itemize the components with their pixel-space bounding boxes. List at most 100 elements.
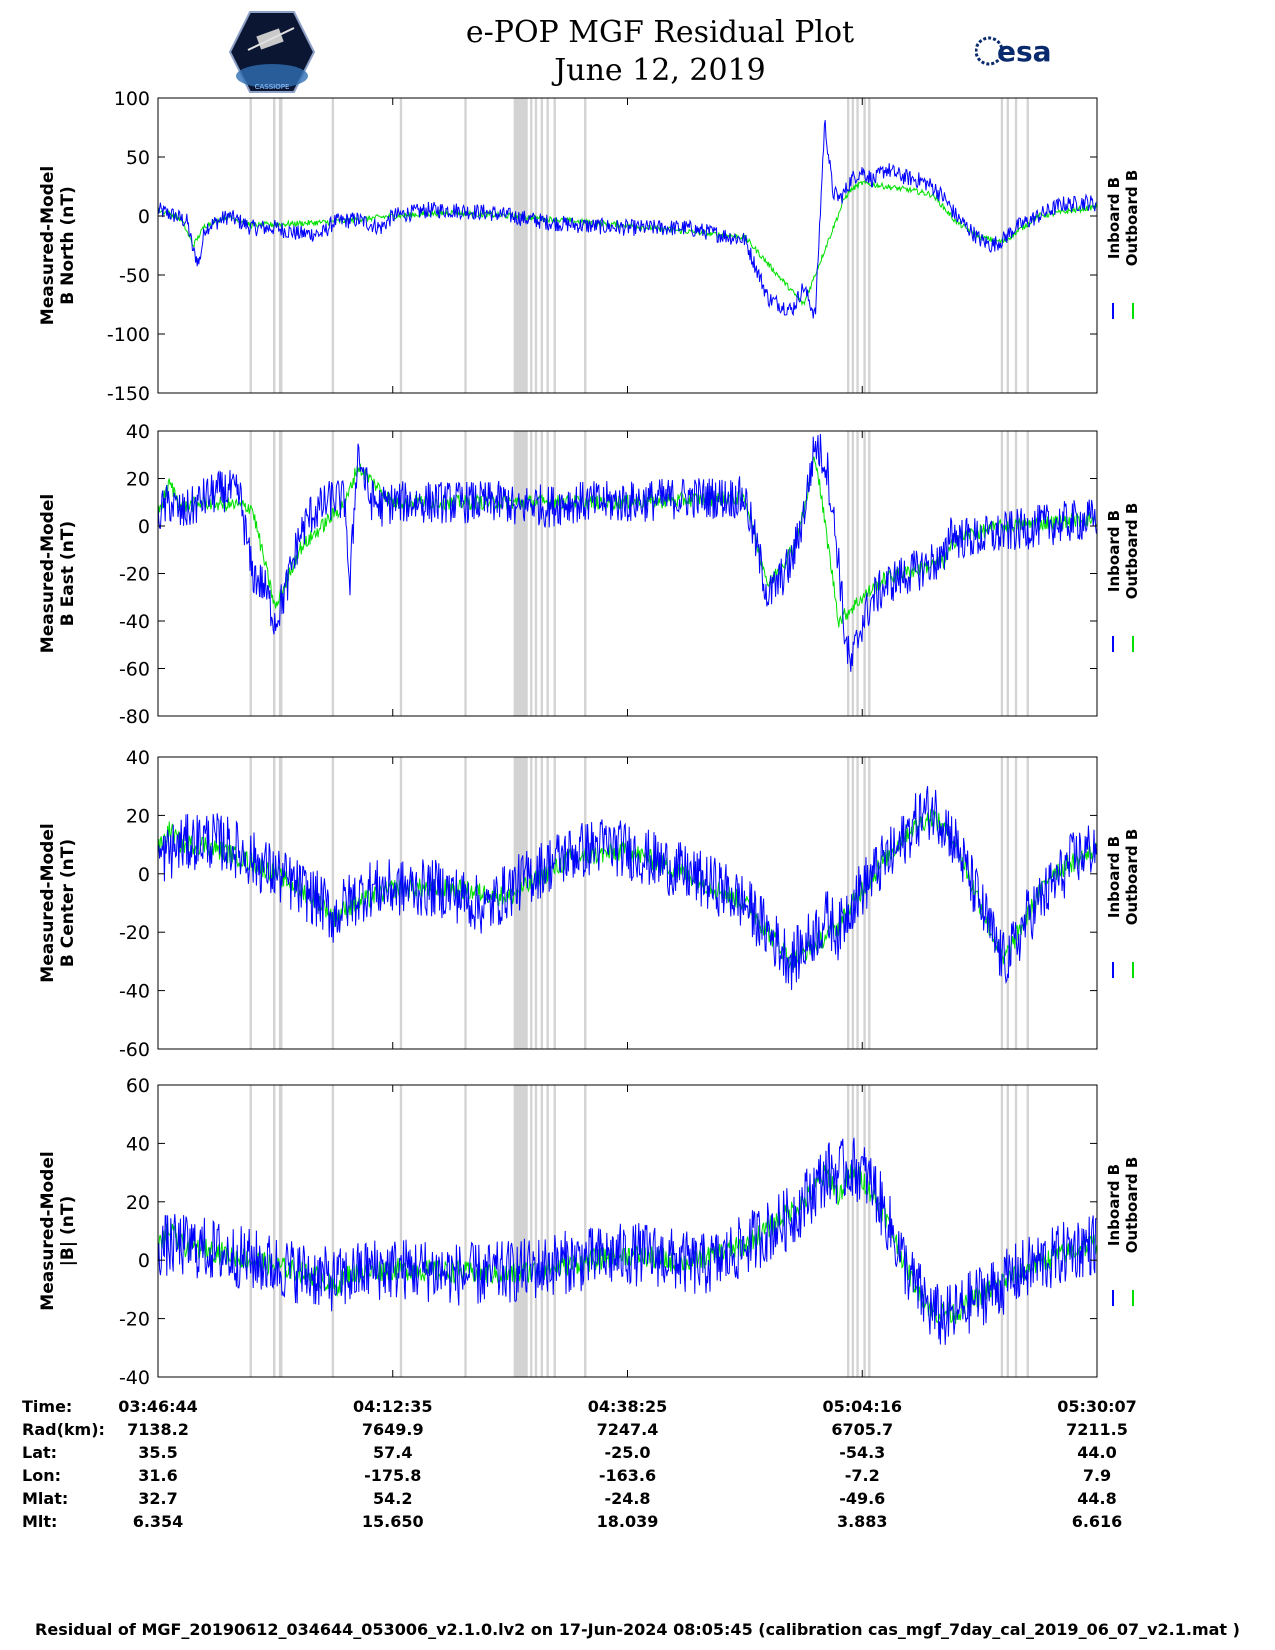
data-gap-band bbox=[856, 98, 859, 393]
ephemeris-cell: -175.8 bbox=[364, 1466, 422, 1485]
data-gap-band bbox=[530, 431, 533, 716]
data-gap-band bbox=[273, 431, 276, 716]
ephemeris-cell: -54.3 bbox=[839, 1443, 886, 1462]
data-gap-band bbox=[278, 431, 283, 716]
data-gap-band bbox=[1006, 431, 1009, 716]
data-gap-band bbox=[278, 98, 283, 393]
data-gap-band bbox=[1026, 757, 1029, 1049]
esa-logo: esa bbox=[975, 35, 1052, 68]
data-gap-band bbox=[540, 98, 543, 393]
data-gap-band bbox=[546, 1085, 549, 1377]
ephemeris-cell: 54.2 bbox=[373, 1489, 413, 1508]
ephemeris-cell: 03:46:44 bbox=[118, 1397, 198, 1416]
y-tick-label: -40 bbox=[119, 1367, 150, 1389]
data-gap-band bbox=[846, 757, 850, 1049]
y-tick-label: 60 bbox=[126, 1075, 150, 1097]
y-tick-label: -40 bbox=[119, 611, 150, 633]
y-axis-label: Measured-Model bbox=[38, 166, 58, 325]
legend-label: Inboard B bbox=[1105, 1164, 1123, 1246]
data-gap-band bbox=[584, 431, 587, 716]
data-gap-band bbox=[399, 1085, 403, 1377]
ephemeris-cell: 7649.9 bbox=[361, 1420, 424, 1439]
legend-label: Outboard B bbox=[1123, 1157, 1141, 1254]
data-gap-band bbox=[1000, 757, 1004, 1049]
series-inboard bbox=[157, 1137, 1097, 1345]
y-tick-label: 40 bbox=[126, 1133, 150, 1155]
data-gap-band bbox=[464, 1085, 467, 1377]
ephemeris-row-label: Mlt: bbox=[22, 1512, 58, 1531]
data-gap-band bbox=[530, 757, 533, 1049]
y-tick-label: 20 bbox=[126, 1192, 150, 1214]
ephemeris-cell: 04:12:35 bbox=[352, 1397, 433, 1416]
data-gap-band bbox=[331, 431, 335, 716]
data-gap-band bbox=[278, 1085, 283, 1377]
y-axis-label: B East (nT) bbox=[58, 521, 78, 626]
data-gap-band bbox=[278, 757, 283, 1049]
ephemeris-cell: -25.0 bbox=[604, 1443, 651, 1462]
ephemeris-cell: 7.9 bbox=[1082, 1466, 1112, 1485]
ephemeris-cell: 04:38:25 bbox=[587, 1397, 668, 1416]
svg-text:CASSIOPE: CASSIOPE bbox=[255, 83, 290, 91]
title-line-1: e-POP MGF Residual Plot bbox=[465, 15, 855, 50]
series-inboard bbox=[157, 786, 1097, 991]
data-gap-band bbox=[846, 1085, 850, 1377]
legend-label: Outboard B bbox=[1123, 170, 1141, 267]
data-gap-band bbox=[546, 431, 549, 716]
ephemeris-cell: -24.8 bbox=[604, 1489, 651, 1508]
ephemeris-cell: 44.8 bbox=[1077, 1489, 1117, 1508]
data-gap-band bbox=[464, 98, 467, 393]
ephemeris-cell: 44.0 bbox=[1077, 1443, 1117, 1462]
data-gap-band bbox=[584, 98, 587, 393]
data-gap-band bbox=[249, 1085, 252, 1377]
y-tick-label: 0 bbox=[138, 516, 150, 538]
data-gap-band bbox=[546, 757, 549, 1049]
data-gap-band bbox=[273, 98, 276, 393]
data-gap-band bbox=[540, 757, 543, 1049]
data-gap-band bbox=[868, 431, 871, 716]
panel-4: 60 40 20 0 -20 -40 Measured-Model |B| (nT) Inboa… bbox=[38, 1075, 1141, 1389]
data-gap-band bbox=[868, 98, 871, 393]
y-tick-label: -60 bbox=[119, 1039, 150, 1061]
data-gap-band bbox=[331, 1085, 335, 1377]
data-gap-band bbox=[331, 757, 335, 1049]
data-gap-band bbox=[249, 431, 252, 716]
data-gap-band bbox=[273, 1085, 276, 1377]
ephemeris-cell: 7138.2 bbox=[127, 1420, 189, 1439]
y-tick-label: 0 bbox=[138, 864, 150, 886]
y-tick-label: 0 bbox=[138, 206, 150, 228]
y-tick-label: 50 bbox=[126, 147, 150, 169]
y-tick-label: -150 bbox=[107, 383, 150, 405]
ephemeris-cell: 32.7 bbox=[138, 1489, 178, 1508]
plot-frame bbox=[157, 97, 1098, 394]
data-gap-band bbox=[851, 431, 855, 716]
cassiope-logo: CASSIOPE bbox=[228, 11, 316, 93]
panel-1: 100 50 0 -50 -100 -150 Measured-Model B North (… bbox=[38, 88, 1141, 405]
ephemeris-cell: 7247.4 bbox=[596, 1420, 659, 1439]
data-gap-band bbox=[863, 431, 866, 716]
ephemeris-cell: 7211.5 bbox=[1066, 1420, 1128, 1439]
footer-caption: Residual of MGF_20190612_034644_053006_v… bbox=[35, 1620, 1240, 1639]
ephemeris-cell: 15.650 bbox=[361, 1512, 424, 1531]
data-gap-band bbox=[1014, 757, 1018, 1049]
y-axis-label: Measured-Model bbox=[38, 494, 58, 653]
data-gap-band bbox=[584, 757, 587, 1049]
data-gap-band bbox=[868, 757, 871, 1049]
data-gap-band bbox=[584, 1085, 587, 1377]
data-gap-band bbox=[399, 757, 403, 1049]
data-gap-band bbox=[530, 98, 533, 393]
legend-label: Inboard B bbox=[1105, 510, 1123, 592]
legend-label: Inboard B bbox=[1105, 177, 1123, 259]
y-axis-label: B Center (nT) bbox=[58, 839, 78, 967]
legend-label: Inboard B bbox=[1105, 836, 1123, 918]
svg-text:esa: esa bbox=[997, 35, 1052, 68]
ephemeris-cell: 57.4 bbox=[373, 1443, 413, 1462]
data-gap-band bbox=[856, 1085, 859, 1377]
data-gap-band bbox=[530, 1085, 533, 1377]
y-tick-label: 40 bbox=[126, 747, 150, 769]
legend-label: Outboard B bbox=[1123, 503, 1141, 600]
data-gap-band bbox=[513, 98, 528, 393]
ephemeris-cell: 05:04:16 bbox=[822, 1397, 903, 1416]
ephemeris-cell: 6.616 bbox=[1071, 1512, 1123, 1531]
y-axis-label: B North (nT) bbox=[58, 186, 78, 305]
panel-2: 40 20 0 -20 -40 -60 -80 Measured-Model B East (n… bbox=[38, 421, 1141, 728]
